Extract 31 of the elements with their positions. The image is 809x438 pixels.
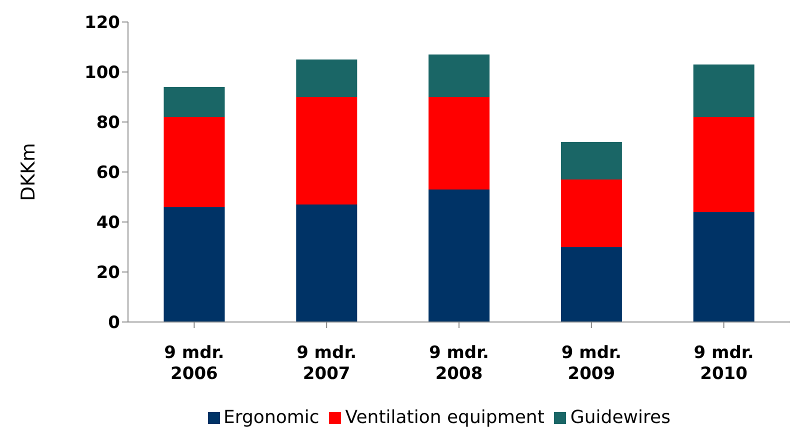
y-axis-title: DKKm: [18, 142, 40, 202]
bar: [164, 207, 225, 322]
y-tick-label: 80: [96, 113, 120, 134]
bar: [296, 97, 358, 204]
bar: [164, 117, 225, 207]
bar: [428, 190, 490, 322]
x-tick-label: 9 mdr. 2006: [164, 343, 224, 384]
bar: [560, 247, 622, 322]
legend-label: Ventilation equipment: [345, 407, 544, 428]
x-tick-label: 9 mdr. 2010: [694, 343, 754, 384]
bar: [428, 54, 490, 97]
bar: [428, 97, 490, 190]
bar: [693, 117, 754, 212]
bar: [693, 212, 754, 322]
y-tick-label: 40: [96, 213, 120, 234]
legend-label: Ergonomic: [224, 407, 320, 428]
y-tick-label: 120: [84, 13, 120, 34]
x-tick-label: 9 mdr. 2008: [428, 343, 490, 384]
bar: [693, 64, 754, 117]
bar: [296, 60, 358, 97]
y-tick-label: 60: [96, 163, 120, 184]
y-tick-label: 100: [84, 63, 120, 84]
bar: [164, 87, 225, 117]
legend-label: Guidewires: [570, 407, 670, 428]
y-tick-label: 20: [96, 263, 120, 284]
y-tick-label: 0: [108, 313, 120, 334]
x-tick-label: 9 mdr. 2009: [561, 343, 622, 384]
bar: [560, 180, 622, 247]
x-tick-label: 9 mdr. 2007: [296, 343, 357, 384]
bar: [296, 204, 358, 322]
bar: [560, 142, 622, 180]
